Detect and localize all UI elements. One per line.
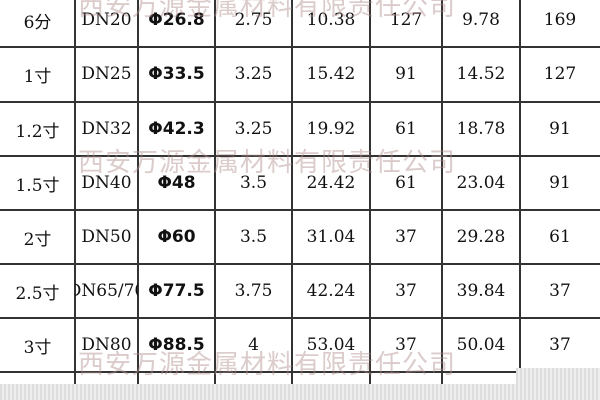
table-cell: 61 [549,227,571,247]
table-cell: 10.38 [306,10,356,30]
table-cell: 6分 [23,12,52,33]
table-cell: Φ33.5 [148,64,205,84]
table-cell: 61 [395,173,417,193]
watermark: 西安万源金属材料有限责任公司 [78,350,457,380]
row-divider [0,317,600,319]
table-cell: Φ77.5 [148,281,205,301]
column-divider [74,0,76,384]
table-cell: 9.78 [462,10,500,30]
table-cell: 2寸 [23,229,52,250]
table-cell: 15.42 [306,64,356,84]
table-cell: DN20 [81,10,132,30]
table-cell: 42.24 [306,281,356,301]
table-cell: 61 [395,119,417,139]
row-divider [0,101,600,103]
image-edge [0,384,600,400]
watermark: 西安万源金属材料有限责任公司 [78,148,457,178]
table-cell: 2.75 [234,10,273,30]
table-cell: 37 [395,227,417,247]
table-cell: 23.04 [456,173,506,193]
table-cell: 3.25 [234,119,273,139]
table-cell: 19.92 [306,119,356,139]
table-cell: Φ42.3 [148,119,205,139]
table-cell: 3.5 [239,227,268,247]
table-cell: 91 [549,119,571,139]
table-cell: 29.28 [456,227,506,247]
table-cell: Φ60 [157,227,196,247]
column-divider [214,0,216,384]
table-cell: 1.2寸 [15,121,60,142]
row-divider [0,155,600,157]
table-cell: Φ26.8 [148,10,205,30]
table-cell: 4 [248,335,259,355]
table-cell: 37 [395,281,417,301]
table-cell: 14.52 [456,64,506,84]
table-cell: 3.5 [239,173,268,193]
table-cell: 3寸 [23,337,52,358]
table-cell: 37 [549,335,571,355]
table-cell: 31.04 [306,227,356,247]
table-cell: 91 [395,64,417,84]
table-cell: 50.04 [456,335,506,355]
table-cell: 18.78 [456,119,506,139]
table-cell: 127 [389,10,423,30]
table-cell: 1.5寸 [15,175,60,196]
column-divider [519,0,521,384]
table-cell: 2.5寸 [15,283,60,304]
table-cell: 1寸 [23,66,52,87]
table-cell: DN80 [81,335,132,355]
table-cell: DN32 [81,119,132,139]
table-cell: DN65/70 [75,281,138,301]
table-cell: 169 [543,10,577,30]
table-cell: 53.04 [306,335,356,355]
column-divider [369,0,371,384]
table-cell: 3.25 [234,64,273,84]
table-cell: 37 [549,281,571,301]
row-divider [0,209,600,211]
table-cell: DN25 [81,64,132,84]
table-cell: 127 [543,64,577,84]
column-divider [137,0,139,384]
row-divider [0,371,600,373]
table-cell: 3.75 [234,281,273,301]
column-divider [291,0,293,384]
table-cell: 24.42 [306,173,356,193]
row-divider [0,263,600,265]
table-cell: DN40 [81,173,132,193]
table-cell: Φ48 [157,173,196,193]
image-edge [516,368,600,384]
table-cell: Φ88.5 [148,335,205,355]
table-cell: 39.84 [456,281,506,301]
table-cell: 37 [395,335,417,355]
row-divider [0,46,600,48]
column-divider [441,0,443,384]
watermark: 西安万源金属材料有限责任公司 [78,0,457,22]
table-cell: 91 [549,173,571,193]
table-cell: DN50 [81,227,132,247]
